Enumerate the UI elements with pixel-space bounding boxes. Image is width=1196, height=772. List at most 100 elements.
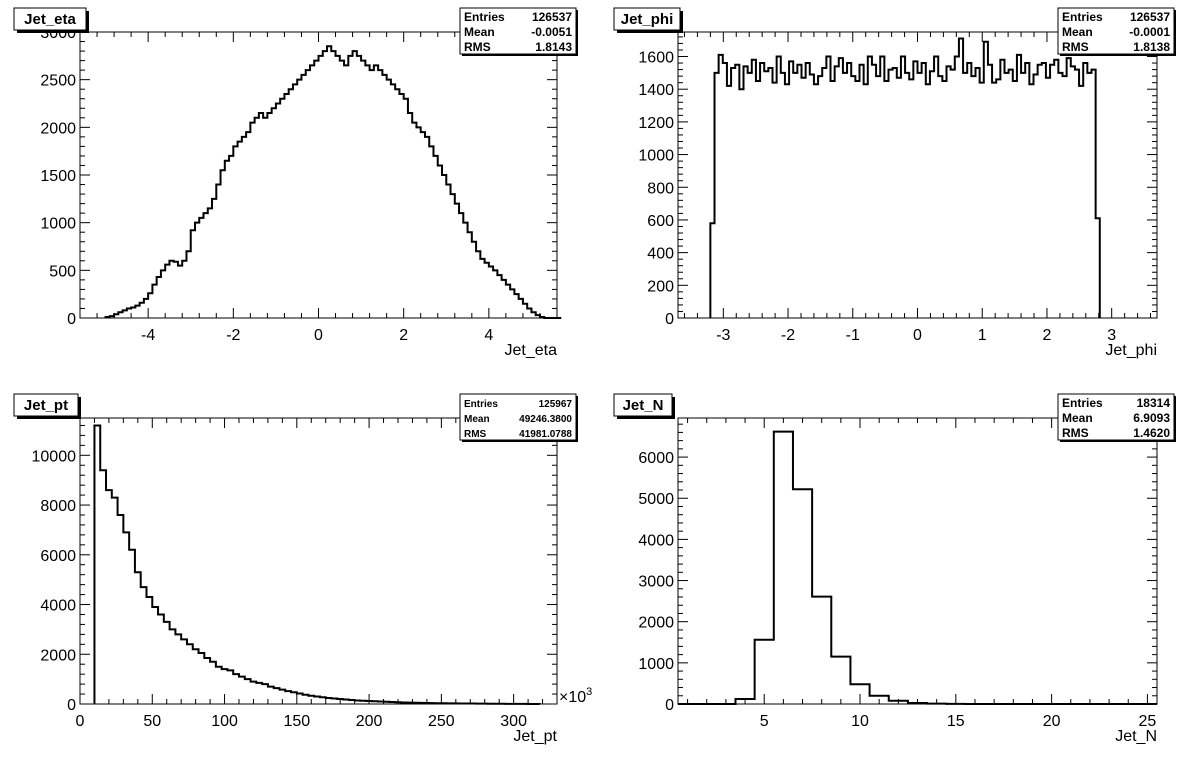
stats-value-entries: 126537 xyxy=(532,10,572,24)
title-box xyxy=(13,7,87,31)
x-tick-label: 15 xyxy=(947,713,965,730)
stats-box xyxy=(1057,7,1175,55)
x-tick-label: 25 xyxy=(1139,713,1157,730)
y-tick-label: 6000 xyxy=(638,450,674,467)
x-tick-label: 0 xyxy=(314,327,323,344)
x-axis-multiplier: ×103 xyxy=(559,686,592,706)
x-tick-label: -3 xyxy=(716,327,730,344)
plot-frame xyxy=(677,31,1158,319)
x-axis-multiplier-base: ×10 xyxy=(559,689,586,706)
x-tick-label: 100 xyxy=(211,713,238,730)
y-tick-label: 200 xyxy=(647,278,674,295)
histogram-title: Jet_N xyxy=(623,397,664,414)
x-tick-label: 5 xyxy=(760,713,769,730)
x-tick-label: -2 xyxy=(226,327,240,344)
x-tick-label: 0 xyxy=(913,327,922,344)
y-tick-label: 2000 xyxy=(638,615,674,632)
stats-box xyxy=(459,7,577,55)
y-tick-label: 1000 xyxy=(638,656,674,673)
histogram-title: Jet_pt xyxy=(24,397,68,414)
y-tick-label: 0 xyxy=(67,311,76,328)
x-tick-label: 2 xyxy=(399,327,408,344)
x-tick-label: 150 xyxy=(283,713,310,730)
stats-value-mean: 6.9093 xyxy=(1133,411,1170,425)
stats-label-entries: Entries xyxy=(464,399,498,410)
stats-box xyxy=(1057,393,1175,441)
plot-frame xyxy=(677,417,1158,705)
stats-value-entries: 125967 xyxy=(539,399,573,410)
x-tick-label: 300 xyxy=(500,713,527,730)
y-tick-label: 1500 xyxy=(40,168,76,185)
x-tick-label: 0 xyxy=(76,713,85,730)
y-tick-label: 6000 xyxy=(40,548,76,565)
stats-label-rms: RMS xyxy=(464,40,491,54)
y-tick-label: 0 xyxy=(665,697,674,714)
stats-value-rms: 1.8138 xyxy=(1133,40,1170,54)
y-tick-label: 1000 xyxy=(638,148,674,165)
x-tick-label: 250 xyxy=(428,713,455,730)
stats-value-rms: 1.4620 xyxy=(1133,426,1170,440)
y-tick-label: 3000 xyxy=(638,574,674,591)
title-box xyxy=(613,7,681,31)
stats-label-rms: RMS xyxy=(464,429,487,440)
y-tick-label: 800 xyxy=(647,180,674,197)
x-tick-label: 20 xyxy=(1043,713,1061,730)
title-box xyxy=(613,393,673,417)
x-tick-label: 200 xyxy=(356,713,383,730)
x-tick-label: 1 xyxy=(978,327,987,344)
y-tick-label: 1000 xyxy=(40,216,76,233)
x-tick-label: 10 xyxy=(851,713,869,730)
histogram-series xyxy=(104,45,562,319)
stats-label-mean: Mean xyxy=(1062,411,1093,425)
stats-value-entries: 126537 xyxy=(1130,10,1170,24)
y-tick-label: 10000 xyxy=(32,448,77,465)
y-tick-label: 1200 xyxy=(638,115,674,132)
x-axis-title: Jet_phi xyxy=(1105,342,1157,359)
y-tick-label: 600 xyxy=(647,213,674,230)
stats-label-entries: Entries xyxy=(1062,396,1103,410)
histogram-panel-jet-pt: 0 2000 4000 6000 8000 10000 0 50 100 150 200 250 300… xyxy=(13,393,592,745)
x-tick-label: -1 xyxy=(846,327,860,344)
y-tick-label: 400 xyxy=(647,246,674,263)
x-axis-title: Jet_pt xyxy=(513,728,557,745)
stats-label-entries: Entries xyxy=(464,10,505,24)
histogram-title: Jet_phi xyxy=(621,11,674,28)
x-axis-title: Jet_eta xyxy=(505,342,558,359)
y-tick-label: 500 xyxy=(49,263,76,280)
plot-frame xyxy=(79,417,558,705)
stats-value-mean: 49246.3800 xyxy=(519,414,572,425)
y-tick-label: 0 xyxy=(67,697,76,714)
stats-value-rms: 41981.0788 xyxy=(519,429,572,440)
stats-value-mean: -0.0001 xyxy=(1129,25,1170,39)
x-axis-multiplier-exp: 3 xyxy=(586,686,592,698)
x-tick-label: -2 xyxy=(781,327,795,344)
stats-value-mean: -0.0051 xyxy=(531,25,572,39)
stats-label-mean: Mean xyxy=(464,25,495,39)
histogram-series xyxy=(93,424,541,705)
x-tick-label: 2 xyxy=(1043,327,1052,344)
y-tick-label: 2500 xyxy=(40,73,76,90)
stats-value-entries: 18314 xyxy=(1137,396,1171,410)
y-tick-label: 4000 xyxy=(638,532,674,549)
y-tick-label: 1600 xyxy=(638,50,674,67)
y-tick-label: 0 xyxy=(665,311,674,328)
y-tick-label: 4000 xyxy=(40,598,76,615)
x-tick-label: 4 xyxy=(484,327,493,344)
x-axis-title: Jet_N xyxy=(1115,728,1157,745)
y-tick-label: 2000 xyxy=(40,120,76,137)
histogram-title: Jet_eta xyxy=(24,11,76,28)
x-tick-label: 50 xyxy=(143,713,161,730)
stats-box xyxy=(459,393,577,441)
x-tick-label: 3 xyxy=(1107,327,1116,344)
stats-value-rms: 1.8143 xyxy=(535,40,572,54)
stats-label-mean: Mean xyxy=(464,414,490,425)
stats-label-rms: RMS xyxy=(1062,40,1089,54)
stats-label-entries: Entries xyxy=(1062,10,1103,24)
y-tick-label: 5000 xyxy=(638,491,674,508)
title-box xyxy=(13,393,79,417)
y-tick-label: 2000 xyxy=(40,647,76,664)
x-tick-label: -4 xyxy=(141,327,155,344)
